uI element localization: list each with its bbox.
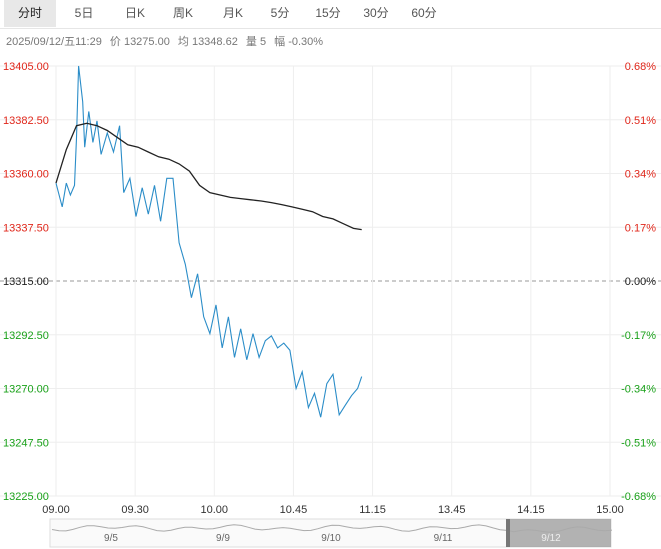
- average-line: [55, 122, 362, 231]
- y-tick-label: 13405.00: [3, 61, 49, 73]
- y-tick-label: 13360.00: [3, 169, 49, 181]
- navigator-window: [508, 519, 611, 547]
- pct-tick-label: 0.51%: [625, 115, 656, 127]
- quote-info-line: 2025/09/12/五11:29 价 13275.00 均 13348.62 …: [6, 33, 328, 49]
- y-tick-label: 13270.00: [3, 384, 49, 396]
- quote-datetime: 2025/09/12/五11:29: [6, 36, 102, 48]
- range-navigator[interactable]: 9/5 9/9 9/10 9/11 9/12: [49, 518, 613, 548]
- pct-tick-label: -0.17%: [621, 330, 656, 342]
- pct-tick-label: 0.34%: [625, 169, 656, 181]
- pct-tick-label: -0.68%: [621, 491, 656, 503]
- grid-layer: [0, 65, 661, 497]
- tab-weekly-k[interactable]: 周K: [172, 6, 193, 20]
- navigator-sparkline: [51, 524, 613, 533]
- tab-monthly-k[interactable]: 月K: [222, 6, 243, 20]
- navigator-date-label: 9/12: [541, 533, 561, 544]
- quote-price: 价 13275.00: [109, 36, 170, 48]
- x-tick-label: 11.15: [359, 504, 386, 516]
- tab-daily-k[interactable]: 日K: [124, 6, 145, 20]
- y-tick-label: 13225.00: [3, 491, 49, 503]
- y-tick-label: 13315.00: [3, 276, 49, 288]
- time-axis-labels: 09.00 09.30 10.00 10.45 11.15 13.45 14.15 15.00: [42, 504, 624, 516]
- pct-tick-label: 0.00%: [625, 276, 656, 288]
- quote-volume: 量 5: [245, 36, 267, 48]
- tab-minute[interactable]: 分时: [4, 0, 56, 27]
- quote-change: 幅 -0.30%: [274, 36, 324, 48]
- y-tick-label: 13292.50: [3, 330, 49, 342]
- y-tick-label: 13337.50: [3, 222, 49, 234]
- period-tab-bar: 分时 5日 日K 周K 月K 5分 15分 30分 60分: [0, 0, 661, 29]
- pct-tick-label: -0.51%: [621, 437, 656, 449]
- pct-tick-label: 0.17%: [625, 222, 656, 234]
- navigator-handle-left: [506, 519, 510, 547]
- price-line: [55, 65, 363, 418]
- navigator-date-label: 9/5: [104, 533, 118, 544]
- y-tick-label: 13382.50: [3, 115, 49, 127]
- quote-average: 均 13348.62: [177, 36, 238, 48]
- tab-15min[interactable]: 15分: [315, 6, 341, 20]
- navigator-date-label: 9/11: [434, 533, 453, 544]
- tab-60min[interactable]: 60分: [411, 6, 437, 20]
- series-layer: [55, 65, 363, 418]
- x-tick-label: 09.30: [121, 504, 149, 516]
- x-tick-label: 10.00: [201, 504, 229, 516]
- x-tick-label: 14.15: [517, 504, 545, 516]
- navigator-date-label: 9/9: [216, 533, 230, 544]
- tab-5day[interactable]: 5日: [74, 6, 94, 20]
- tab-30min[interactable]: 30分: [363, 6, 389, 20]
- x-tick-label: 13.45: [438, 504, 466, 516]
- y-tick-label: 13247.50: [3, 437, 49, 449]
- navigator-date-label: 9/10: [321, 533, 341, 544]
- percent-axis-labels: 0.68% 0.51% 0.34% 0.17% 0.00% -0.17% -0.34% -0.…: [621, 61, 656, 503]
- x-tick-label: 10.45: [280, 504, 308, 516]
- pct-tick-label: -0.34%: [621, 384, 656, 396]
- x-tick-label: 15.00: [596, 504, 624, 516]
- x-tick-label: 09.00: [42, 504, 70, 516]
- tab-5min[interactable]: 5分: [270, 6, 290, 20]
- price-axis-labels: 13405.00 13382.50 13360.00 13337.50 13315.00…: [3, 61, 49, 503]
- pct-tick-label: 0.68%: [625, 61, 656, 73]
